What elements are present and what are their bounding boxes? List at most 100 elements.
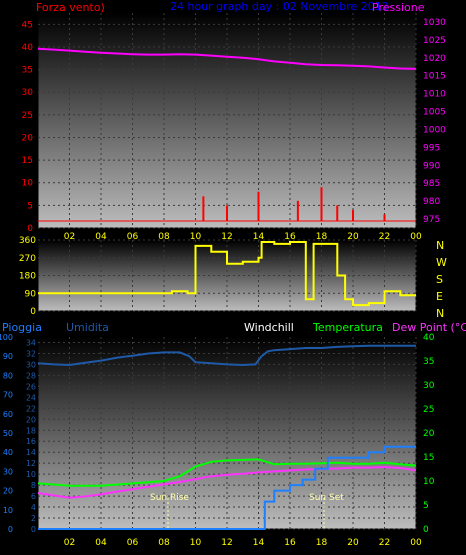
y-tick-wind-0: 0: [27, 224, 33, 234]
y-tick-humidity-26: 26: [26, 382, 36, 391]
rain-axis-title: Pioggia: [2, 321, 42, 334]
x-tick-p3-12: 12: [221, 538, 232, 548]
y-tick-dir-270: 270: [19, 254, 36, 264]
x-tick-p3-20: 20: [347, 538, 359, 548]
y-tick-humidity-32: 32: [26, 349, 36, 358]
y-tick-pressure-990: 990: [423, 161, 440, 171]
y-tick-rain-100: 100: [0, 333, 13, 342]
y-tick-humidity-0: 0: [31, 525, 36, 534]
y-tick-pressure-1005: 1005: [423, 108, 446, 118]
x-tick-p3-22: 22: [379, 538, 390, 548]
x-tick-p3-00: 00: [410, 538, 422, 548]
y-tick-wind-25: 25: [22, 111, 33, 121]
y-tick-temp-0: 0: [423, 525, 429, 535]
pressure-axis-title: Pressione: [372, 1, 425, 14]
x-tick-p1-12: 12: [221, 232, 232, 242]
x-tick-p3-16: 16: [284, 538, 296, 548]
y-tick-temp-30: 30: [423, 381, 435, 391]
chart-title: 24 hour graph day : 02 Novembre 2012: [170, 0, 389, 13]
y-tick-humidity-24: 24: [26, 393, 36, 402]
data-series: [37, 47, 417, 530]
y-tick-temp-25: 25: [423, 405, 434, 415]
compass-label-n-bottom: N: [436, 307, 444, 320]
y-tick-pressure-985: 985: [423, 179, 440, 189]
y-tick-humidity-6: 6: [31, 492, 36, 501]
y-tick-dir-0: 0: [30, 307, 36, 317]
y-tick-dir-360: 360: [19, 236, 36, 246]
y-tick-humidity-22: 22: [26, 404, 36, 413]
x-tick-p3-08: 08: [158, 538, 170, 548]
x-tick-p1-20: 20: [347, 232, 359, 242]
x-tick-p1-06: 06: [127, 232, 139, 242]
y-tick-humidity-16: 16: [26, 437, 36, 446]
y-tick-temp-5: 5: [423, 501, 429, 511]
legend-dewpoint: Dew Point (°C): [392, 321, 466, 334]
y-tick-pressure-1020: 1020: [423, 54, 446, 64]
x-tick-p1-00: 00: [410, 232, 422, 242]
compass-label-n-top: N: [436, 239, 444, 252]
x-tick-p1-08: 08: [158, 232, 170, 242]
x-tick-p3-18: 18: [316, 538, 328, 548]
compass-label-s: S: [436, 273, 443, 286]
y-tick-pressure-1010: 1010: [423, 90, 446, 100]
y-tick-pressure-1000: 1000: [423, 125, 446, 135]
x-tick-p1-02: 02: [64, 232, 75, 242]
y-tick-pressure-975: 975: [423, 215, 440, 225]
y-tick-wind-10: 10: [22, 179, 34, 189]
y-tick-rain-0: 0: [8, 525, 13, 534]
x-tick-p3-14: 14: [253, 538, 265, 548]
y-tick-dir-180: 180: [19, 272, 36, 282]
y-tick-wind-45: 45: [22, 20, 33, 30]
y-tick-humidity-20: 20: [26, 415, 36, 424]
x-tick-p1-16: 16: [284, 232, 296, 242]
humidity-axis-title: Umidita: [66, 321, 109, 334]
wind-axis-title: Forza vento): [36, 1, 105, 14]
y-tick-humidity-10: 10: [26, 470, 36, 479]
y-tick-pressure-1015: 1015: [423, 72, 446, 82]
gridlines: [38, 13, 417, 530]
y-tick-temp-40: 40: [423, 333, 435, 343]
y-tick-rain-20: 20: [3, 487, 13, 496]
tick-labels: 0202040406060808101012121414161618182020…: [0, 18, 446, 548]
y-tick-rain-80: 80: [3, 371, 13, 380]
y-tick-wind-40: 40: [22, 43, 34, 53]
x-tick-p1-04: 04: [95, 232, 107, 242]
y-tick-humidity-30: 30: [26, 360, 36, 369]
sunrise-label: Sun Rise: [150, 493, 189, 503]
y-tick-rain-60: 60: [3, 410, 13, 419]
x-tick-p3-10: 10: [190, 538, 202, 548]
y-tick-wind-5: 5: [27, 201, 33, 211]
x-tick-p1-18: 18: [316, 232, 328, 242]
y-tick-humidity-12: 12: [26, 459, 36, 468]
y-tick-rain-40: 40: [3, 448, 13, 457]
y-tick-temp-15: 15: [423, 453, 434, 463]
y-tick-rain-10: 10: [3, 506, 13, 515]
y-tick-wind-35: 35: [22, 66, 33, 76]
legend-temperatura: Temperatura: [312, 321, 383, 334]
compass-label-w: W: [436, 256, 447, 269]
y-tick-humidity-8: 8: [31, 481, 36, 490]
y-tick-rain-30: 30: [3, 467, 13, 476]
y-tick-humidity-4: 4: [31, 503, 36, 512]
y-tick-rain-50: 50: [3, 429, 13, 438]
y-tick-humidity-14: 14: [26, 448, 36, 457]
series-direction: [38, 241, 416, 307]
y-tick-wind-20: 20: [22, 133, 34, 143]
y-tick-humidity-34: 34: [26, 338, 36, 347]
sunset-label: Sun Set: [309, 493, 344, 503]
y-tick-temp-10: 10: [423, 477, 435, 487]
y-tick-pressure-1025: 1025: [423, 36, 446, 46]
series-pressione: [37, 47, 417, 70]
series-dew-point: [37, 466, 417, 499]
y-tick-pressure-995: 995: [423, 143, 440, 153]
y-tick-dir-90: 90: [25, 289, 37, 299]
compass-label-e: E: [436, 290, 443, 303]
y-tick-temp-35: 35: [423, 357, 434, 367]
series-umidita: [37, 344, 416, 367]
y-tick-humidity-28: 28: [26, 371, 36, 380]
y-tick-temp-20: 20: [423, 429, 435, 439]
panel1-plot-area: [37, 12, 417, 229]
y-tick-wind-30: 30: [22, 88, 34, 98]
y-tick-pressure-1030: 1030: [423, 18, 446, 28]
x-tick-p1-10: 10: [190, 232, 202, 242]
